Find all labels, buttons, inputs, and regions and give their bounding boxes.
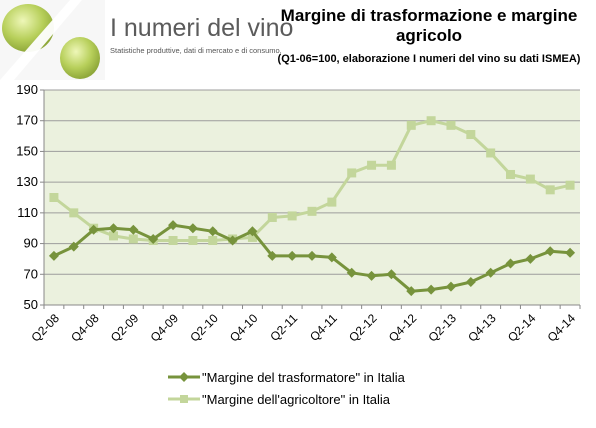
data-point [287, 211, 297, 221]
data-point [465, 276, 476, 287]
data-point [48, 250, 59, 261]
chart-title: Margine di trasformazione e margine agri… [280, 6, 578, 45]
x-tick-label: Q2-13 [426, 311, 460, 345]
data-point [247, 226, 258, 237]
x-tick-label: Q4-10 [227, 311, 261, 345]
data-point [307, 250, 317, 261]
data-point [525, 253, 536, 264]
data-point [128, 224, 139, 235]
data-point [426, 116, 436, 126]
data-point [406, 286, 417, 297]
x-tick-label: Q2-08 [28, 311, 62, 345]
data-point [207, 226, 218, 237]
data-point [505, 258, 516, 269]
data-point [367, 160, 377, 170]
data-point [267, 212, 277, 222]
data-point [69, 208, 79, 218]
x-tick-label: Q4-11 [307, 311, 340, 344]
data-point [68, 241, 79, 252]
data-point [128, 234, 138, 244]
data-point [247, 232, 257, 242]
data-point [565, 180, 575, 190]
data-point [485, 267, 496, 278]
data-point [366, 270, 377, 281]
data-point [227, 235, 238, 246]
data-point [307, 206, 317, 216]
x-tick-label: Q4-14 [545, 311, 579, 345]
x-tick-label: Q2-09 [108, 311, 142, 345]
data-point [446, 120, 456, 130]
data-point [386, 160, 396, 170]
chart-subtitle: (Q1-06=100, elaborazione I numeri del vi… [277, 53, 581, 65]
data-point [326, 252, 337, 263]
legend-swatch-agricoltore [168, 395, 200, 403]
data-point [208, 236, 218, 245]
legend-swatch-trasformatore [168, 372, 200, 382]
data-point [565, 247, 576, 258]
data-point [445, 281, 456, 292]
y-tick-label: 90 [24, 236, 38, 251]
data-point [466, 130, 476, 140]
x-tick-label: Q4-12 [386, 311, 420, 345]
data-point [525, 174, 535, 184]
data-point [486, 148, 496, 158]
y-tick-label: 170 [16, 113, 38, 128]
legend-item-agricoltore: "Margine dell'agricoltore" in Italia [168, 388, 405, 410]
data-point [545, 246, 556, 257]
y-tick-label: 70 [24, 266, 38, 281]
data-point [506, 169, 516, 179]
data-point [188, 236, 198, 245]
data-point [287, 250, 298, 261]
brand-title: I numeri del vino [110, 14, 294, 42]
data-point [426, 284, 437, 295]
data-point [88, 224, 99, 235]
data-point [168, 220, 179, 231]
y-tick-label: 130 [16, 174, 38, 189]
x-tick-label: Q2-10 [187, 311, 221, 345]
x-tick-label: Q2-14 [505, 311, 539, 345]
data-point [267, 250, 278, 261]
y-tick-label: 150 [16, 143, 38, 158]
x-tick-label: Q4-13 [465, 311, 499, 345]
data-point [347, 168, 357, 178]
legend-label-trasformatore: "Margine del trasformatore" in Italia [202, 369, 405, 385]
data-point [346, 267, 357, 278]
y-tick-label: 190 [16, 82, 38, 97]
data-point [108, 231, 118, 241]
y-tick-label: 110 [17, 205, 38, 220]
data-point [545, 185, 555, 195]
logo-grapes [0, 0, 105, 80]
legend: "Margine del trasformatore" in Italia "M… [168, 366, 405, 410]
data-point [168, 236, 178, 245]
data-point [187, 223, 198, 234]
legend-item-trasformatore: "Margine del trasformatore" in Italia [168, 366, 405, 388]
data-point [406, 120, 416, 130]
data-point [386, 269, 397, 280]
data-point [108, 223, 119, 234]
x-tick-label: Q2-11 [267, 311, 300, 344]
data-point [148, 233, 159, 244]
x-tick-label: Q4-08 [68, 311, 102, 345]
y-tick-label: 50 [24, 297, 38, 312]
brand-subtitle: Statistiche produttive, dati di mercato … [110, 46, 282, 55]
data-point [49, 193, 59, 202]
x-tick-label: Q2-12 [346, 311, 380, 345]
plot-area [44, 90, 580, 305]
legend-label-agricoltore: "Margine dell'agricoltore" in Italia [202, 391, 391, 407]
data-point [327, 197, 337, 207]
x-tick-label: Q4-09 [148, 311, 182, 345]
